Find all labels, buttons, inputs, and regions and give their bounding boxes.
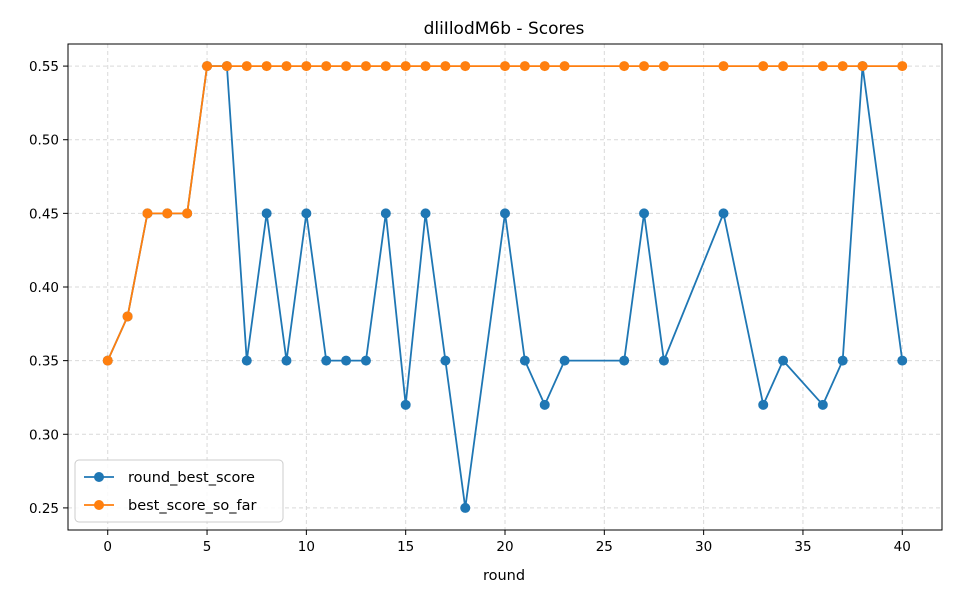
- x-tick-label: 25: [596, 539, 613, 555]
- data-point: [619, 355, 630, 366]
- y-tick-label: 0.25: [29, 501, 59, 517]
- x-tick-label: 40: [894, 539, 911, 555]
- legend: round_best_score best_score_so_far: [74, 459, 284, 523]
- data-point: [360, 61, 371, 72]
- data-point: [301, 61, 312, 72]
- x-tick-label: 0: [103, 539, 112, 555]
- data-point: [658, 355, 669, 366]
- data-point: [539, 61, 550, 72]
- data-point: [897, 355, 908, 366]
- series-layer: [102, 61, 908, 513]
- data-point: [778, 61, 789, 72]
- data-point: [500, 208, 510, 219]
- data-point: [519, 61, 530, 72]
- data-point: [718, 208, 729, 219]
- y-tick-label: 0.55: [29, 59, 59, 75]
- data-point: [321, 61, 332, 72]
- data-point: [817, 399, 828, 410]
- y-tick-label: 0.40: [29, 280, 59, 296]
- data-point: [281, 355, 292, 366]
- series-best_score_so_far: [102, 61, 908, 366]
- chart-title: dliIlodM6b - Scores: [424, 19, 585, 39]
- y-tick-label: 0.30: [29, 427, 59, 443]
- data-point: [460, 502, 471, 513]
- data-point: [202, 61, 213, 72]
- data-point: [778, 355, 789, 366]
- data-point: [420, 208, 431, 219]
- data-point: [241, 355, 252, 366]
- data-point: [301, 208, 312, 219]
- data-point: [261, 61, 272, 72]
- data-point: [360, 355, 371, 366]
- data-point: [440, 355, 451, 366]
- data-point: [897, 61, 908, 72]
- x-tick-label: 35: [794, 539, 811, 555]
- data-point: [658, 61, 669, 72]
- data-point: [519, 355, 530, 366]
- data-point: [341, 355, 352, 366]
- data-point: [817, 61, 828, 72]
- y-tick-label: 0.50: [29, 133, 59, 149]
- data-point: [440, 61, 451, 72]
- data-point: [500, 61, 510, 72]
- data-point: [380, 61, 391, 72]
- data-point: [718, 61, 729, 72]
- data-point: [559, 61, 570, 72]
- data-point: [460, 61, 471, 72]
- data-point: [837, 61, 848, 72]
- data-point: [221, 61, 232, 72]
- legend-swatch-marker: [94, 500, 104, 510]
- data-point: [639, 208, 650, 219]
- data-point: [102, 355, 113, 366]
- data-point: [182, 208, 193, 219]
- data-point: [241, 61, 252, 72]
- x-tick-label: 5: [203, 539, 212, 555]
- data-point: [281, 61, 292, 72]
- data-point: [619, 61, 630, 72]
- x-axis-title: round: [483, 568, 525, 584]
- tick-layer: 0 5 10 15 20 25 30 35 40 0.25 0.30 0.35 0.40 0.45 0.50…: [29, 59, 911, 555]
- data-point: [341, 61, 352, 72]
- x-tick-label: 30: [695, 539, 712, 555]
- legend-box: [74, 459, 284, 523]
- data-point: [758, 61, 769, 72]
- data-point: [162, 208, 173, 219]
- data-point: [857, 61, 868, 72]
- y-tick-label: 0.45: [29, 206, 59, 222]
- data-point: [400, 61, 411, 72]
- data-point: [420, 61, 431, 72]
- y-tick-label: 0.35: [29, 354, 59, 370]
- data-point: [559, 355, 570, 366]
- data-point: [400, 399, 411, 410]
- legend-item: round_best_score: [84, 470, 255, 486]
- legend-label: best_score_so_far: [128, 498, 256, 514]
- x-tick-label: 15: [397, 539, 414, 555]
- legend-swatch-marker: [94, 472, 104, 482]
- data-point: [758, 399, 769, 410]
- data-point: [380, 208, 391, 219]
- data-point: [837, 355, 848, 366]
- data-point: [261, 208, 272, 219]
- x-tick-label: 10: [298, 539, 315, 555]
- data-point: [539, 399, 550, 410]
- data-point: [122, 311, 133, 322]
- legend-item: best_score_so_far: [84, 498, 256, 514]
- data-point: [142, 208, 153, 219]
- data-point: [321, 355, 332, 366]
- x-tick-label: 20: [496, 539, 513, 555]
- legend-label: round_best_score: [128, 470, 255, 486]
- data-point: [639, 61, 650, 72]
